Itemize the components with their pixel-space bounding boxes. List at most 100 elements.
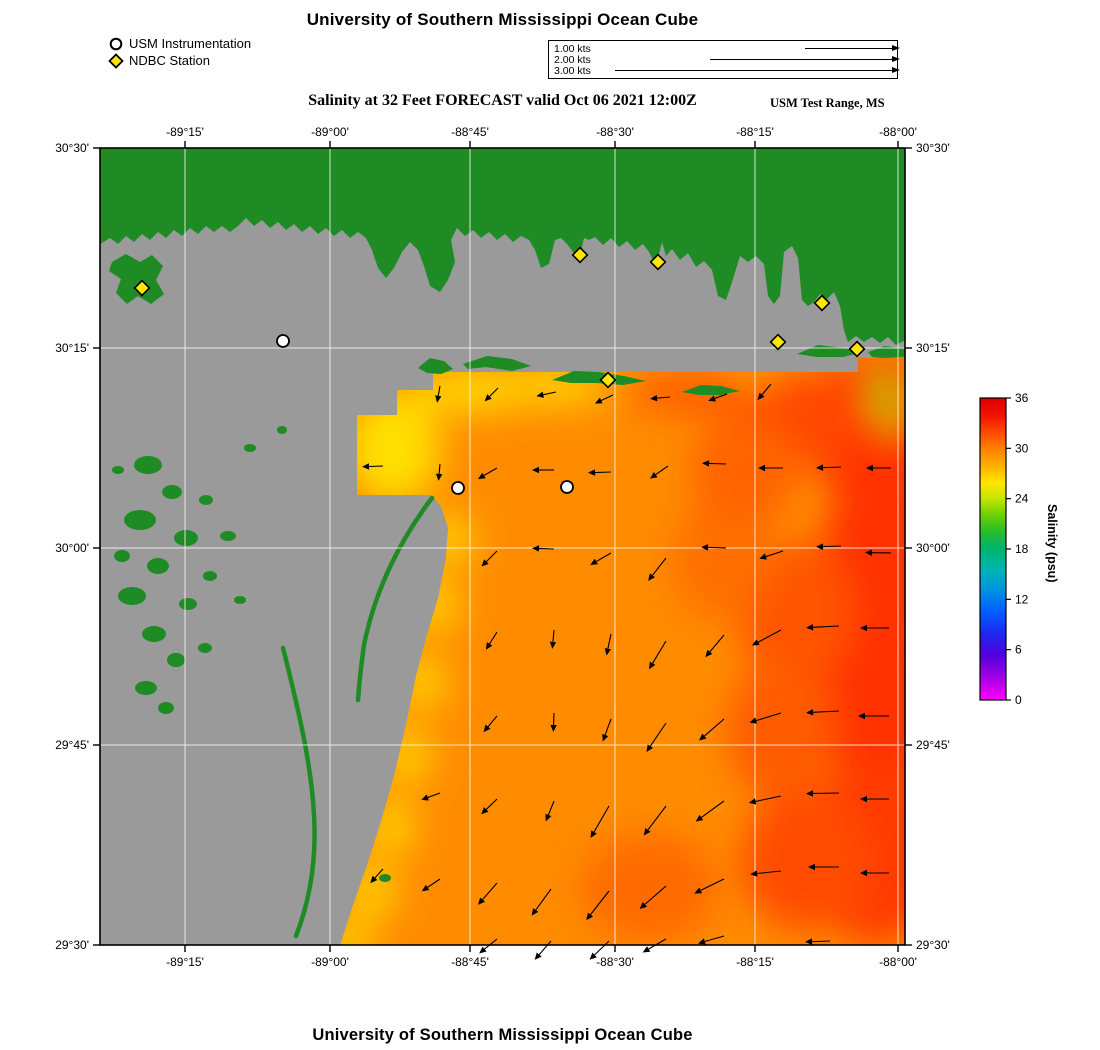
current-vector-shaft: [604, 718, 612, 736]
ndbc-station-marker: [769, 333, 787, 351]
current-vector-shaft: [708, 462, 727, 465]
lon-label-top: -88°15': [736, 125, 774, 139]
current-vector-head: [694, 887, 703, 894]
current-vector-head: [602, 733, 609, 742]
marsh-island: [135, 681, 157, 695]
marsh-island: [134, 456, 162, 474]
current-vector-head: [701, 544, 709, 551]
vector-scale-box: 1.00 kts 2.00 kts 3.00 kts: [548, 40, 900, 79]
arrowhead-icon: [892, 45, 900, 51]
current-vector-shaft: [644, 885, 667, 905]
vector-scale-label-1: 1.00 kts: [554, 42, 591, 55]
legend-label-usm: USM Instrumentation: [129, 36, 252, 51]
current-vector-head: [485, 642, 493, 650]
current-vectors: [362, 383, 892, 960]
colorbar-tick-label: 36: [1015, 391, 1029, 405]
lat-label-right: 29°45': [916, 738, 950, 752]
current-vector-head: [642, 946, 651, 953]
barrier-island: [463, 356, 531, 371]
lon-label-bottom: -88°30': [596, 955, 634, 969]
marsh-island: [142, 626, 166, 642]
page-title: University of Southern Mississippi Ocean…: [306, 10, 699, 29]
lat-label-left: 30°15': [55, 341, 89, 355]
current-vector-shaft: [607, 633, 612, 649]
island-arc: [280, 645, 317, 939]
barrier-island: [418, 358, 453, 374]
lat-label-right: 30°15': [916, 341, 950, 355]
current-vector-head: [648, 573, 655, 581]
current-vector-shaft: [822, 466, 842, 469]
current-vector-head: [532, 466, 539, 474]
lat-label-left: 30°00': [55, 541, 89, 555]
current-vector-head: [866, 464, 873, 472]
ndbc-station-marker: [599, 371, 617, 389]
ndbc-diamond-icon: [108, 52, 124, 69]
current-vector-shaft: [543, 391, 557, 396]
ndbc-station-marker: [813, 294, 831, 312]
current-vector-shaft: [700, 878, 725, 891]
current-vector-head: [751, 639, 760, 646]
salinity-shade: [871, 362, 887, 418]
map-legend: USM Instrumentation NDBC Station: [108, 35, 251, 69]
marsh-island: [179, 598, 197, 610]
lat-label-right: 30°00': [916, 541, 950, 555]
current-vector-head: [858, 712, 865, 720]
current-vector-head: [759, 553, 767, 560]
marsh-island: [147, 558, 169, 574]
current-vector-head: [435, 473, 443, 481]
current-vector-head: [860, 624, 867, 632]
mainland-coast: [100, 148, 905, 345]
colorbar-tick-label: 30: [1015, 441, 1029, 455]
marsh-island: [174, 530, 198, 546]
current-vector-head: [699, 733, 707, 741]
island-arc: [355, 495, 435, 703]
current-vector-shaft: [593, 805, 610, 833]
current-vector-head: [695, 814, 704, 822]
current-vector-head: [806, 709, 814, 716]
grid-lines: [100, 148, 905, 945]
current-vector-head: [549, 641, 557, 649]
marsh-island: [277, 426, 287, 434]
current-vector-head: [649, 471, 658, 479]
current-vector-shaft: [484, 938, 498, 950]
current-vector-head: [649, 661, 656, 670]
lon-label-top: -89°00': [311, 125, 349, 139]
lon-label-bottom: -89°15': [166, 955, 204, 969]
vector-scale-arrow-1: [805, 45, 900, 51]
current-vector-head: [705, 649, 713, 658]
current-vector-shaft: [648, 938, 667, 950]
salinity-shade: [818, 605, 905, 795]
usm-station-marker: [451, 481, 465, 495]
current-vector-head: [816, 543, 824, 550]
current-vector-shaft: [755, 712, 782, 722]
axis-labels: -89°15' -89°15' -89°00' -89°00' -88°45' -88°4…: [55, 125, 950, 969]
vector-scale-row: 3.00 kts: [554, 65, 900, 77]
salinity-shade: [670, 500, 770, 620]
current-vector-shaft: [489, 387, 499, 397]
forecast-subtitle: Salinity at 32 Feet FORECAST valid Oct 0…: [308, 92, 697, 109]
current-vector-shaft: [600, 394, 614, 401]
current-vector-head: [590, 830, 597, 839]
marsh-island: [158, 702, 174, 714]
current-vector-shaft: [757, 870, 782, 875]
salinity-shade: [821, 470, 905, 650]
lat-label-left: 29°45': [55, 738, 89, 752]
stations: [133, 246, 866, 495]
salinity-shade: [340, 918, 373, 945]
current-vector-shaft: [757, 629, 782, 643]
region-label: USM Test Range, MS: [770, 96, 885, 110]
current-vector-head: [758, 464, 765, 472]
barrier-island: [868, 346, 905, 358]
salinity-shade: [690, 415, 800, 525]
current-vector-head: [477, 472, 486, 479]
current-vector-shaft: [487, 715, 498, 728]
usm-station-marker: [560, 480, 574, 494]
current-vector-shaft: [374, 868, 384, 879]
colorbar: [979, 397, 1007, 701]
current-vector-shaft: [761, 383, 772, 396]
current-vector-head: [594, 397, 603, 404]
marsh-island: [244, 444, 256, 452]
current-vector-shaft: [704, 935, 725, 943]
current-vector-shaft: [813, 625, 840, 628]
lon-label-top: -89°15': [166, 125, 204, 139]
